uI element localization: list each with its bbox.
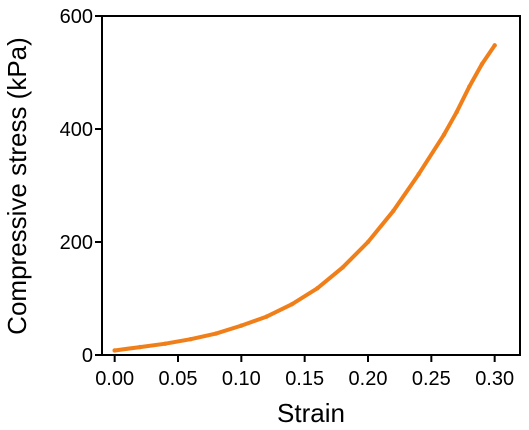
data-point — [365, 239, 371, 245]
x-tick-label: 0.20 — [349, 368, 388, 390]
x-tick-label: 0.15 — [285, 368, 324, 390]
data-point — [315, 286, 320, 291]
data-point — [137, 344, 143, 350]
data-point — [391, 208, 396, 214]
data-point — [163, 341, 168, 346]
data-point — [441, 132, 447, 137]
y-tick-label: 0 — [82, 345, 93, 367]
x-tick-label: 0.25 — [412, 368, 451, 390]
y-axis-title: Compressive stress (kPa) — [2, 37, 32, 335]
data-point — [213, 331, 219, 336]
plot-frame — [101, 15, 521, 356]
x-tick-label: 0.00 — [95, 368, 134, 390]
data-point — [289, 301, 295, 307]
data-point — [492, 43, 497, 48]
x-tick-label: 0.05 — [159, 368, 198, 390]
y-tick-label: 400 — [60, 119, 93, 141]
data-point — [454, 109, 459, 115]
x-tick-label: 0.30 — [475, 368, 514, 390]
x-axis-title: Strain — [277, 398, 345, 428]
data-point — [112, 348, 117, 353]
series-line-0 — [112, 43, 497, 353]
y-tick-label: 600 — [60, 6, 93, 28]
data-point — [416, 172, 421, 177]
y-tick-label: 200 — [60, 232, 93, 254]
x-tick-label: 0.10 — [222, 368, 261, 390]
data-point — [239, 323, 244, 328]
data-point — [264, 314, 269, 319]
data-point — [479, 61, 485, 67]
data-point — [340, 265, 345, 270]
data-point — [188, 336, 193, 342]
data-point — [467, 84, 472, 89]
